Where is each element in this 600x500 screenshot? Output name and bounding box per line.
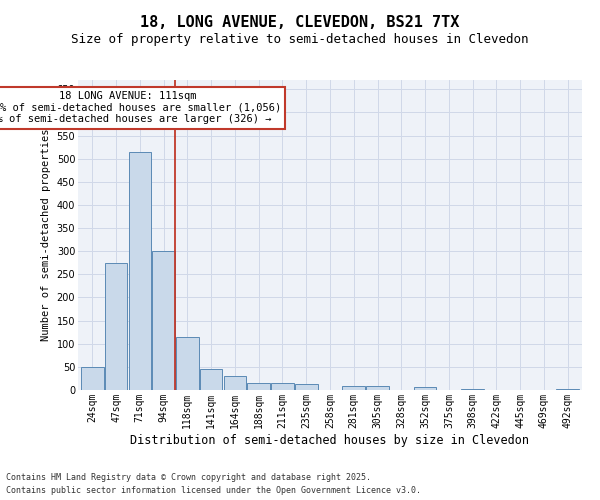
- X-axis label: Distribution of semi-detached houses by size in Clevedon: Distribution of semi-detached houses by …: [131, 434, 530, 446]
- Bar: [271, 383, 294, 390]
- Bar: [200, 369, 223, 390]
- Bar: [152, 251, 175, 390]
- Bar: [343, 386, 365, 390]
- Text: Contains HM Land Registry data © Crown copyright and database right 2025.: Contains HM Land Registry data © Crown c…: [6, 474, 371, 482]
- Bar: [176, 337, 199, 390]
- Bar: [556, 388, 579, 390]
- Text: 18, LONG AVENUE, CLEVEDON, BS21 7TX: 18, LONG AVENUE, CLEVEDON, BS21 7TX: [140, 15, 460, 30]
- Text: Contains public sector information licensed under the Open Government Licence v3: Contains public sector information licen…: [6, 486, 421, 495]
- Bar: [81, 367, 104, 390]
- Bar: [247, 383, 270, 390]
- Y-axis label: Number of semi-detached properties: Number of semi-detached properties: [41, 128, 51, 341]
- Bar: [366, 386, 389, 390]
- Bar: [461, 388, 484, 390]
- Bar: [414, 387, 436, 390]
- Bar: [295, 384, 317, 390]
- Bar: [128, 152, 151, 390]
- Bar: [105, 263, 127, 390]
- Text: Size of property relative to semi-detached houses in Clevedon: Size of property relative to semi-detach…: [71, 32, 529, 46]
- Bar: [224, 376, 246, 390]
- Text: 18 LONG AVENUE: 111sqm
← 76% of semi-detached houses are smaller (1,056)
24% of : 18 LONG AVENUE: 111sqm ← 76% of semi-det…: [0, 91, 281, 124]
